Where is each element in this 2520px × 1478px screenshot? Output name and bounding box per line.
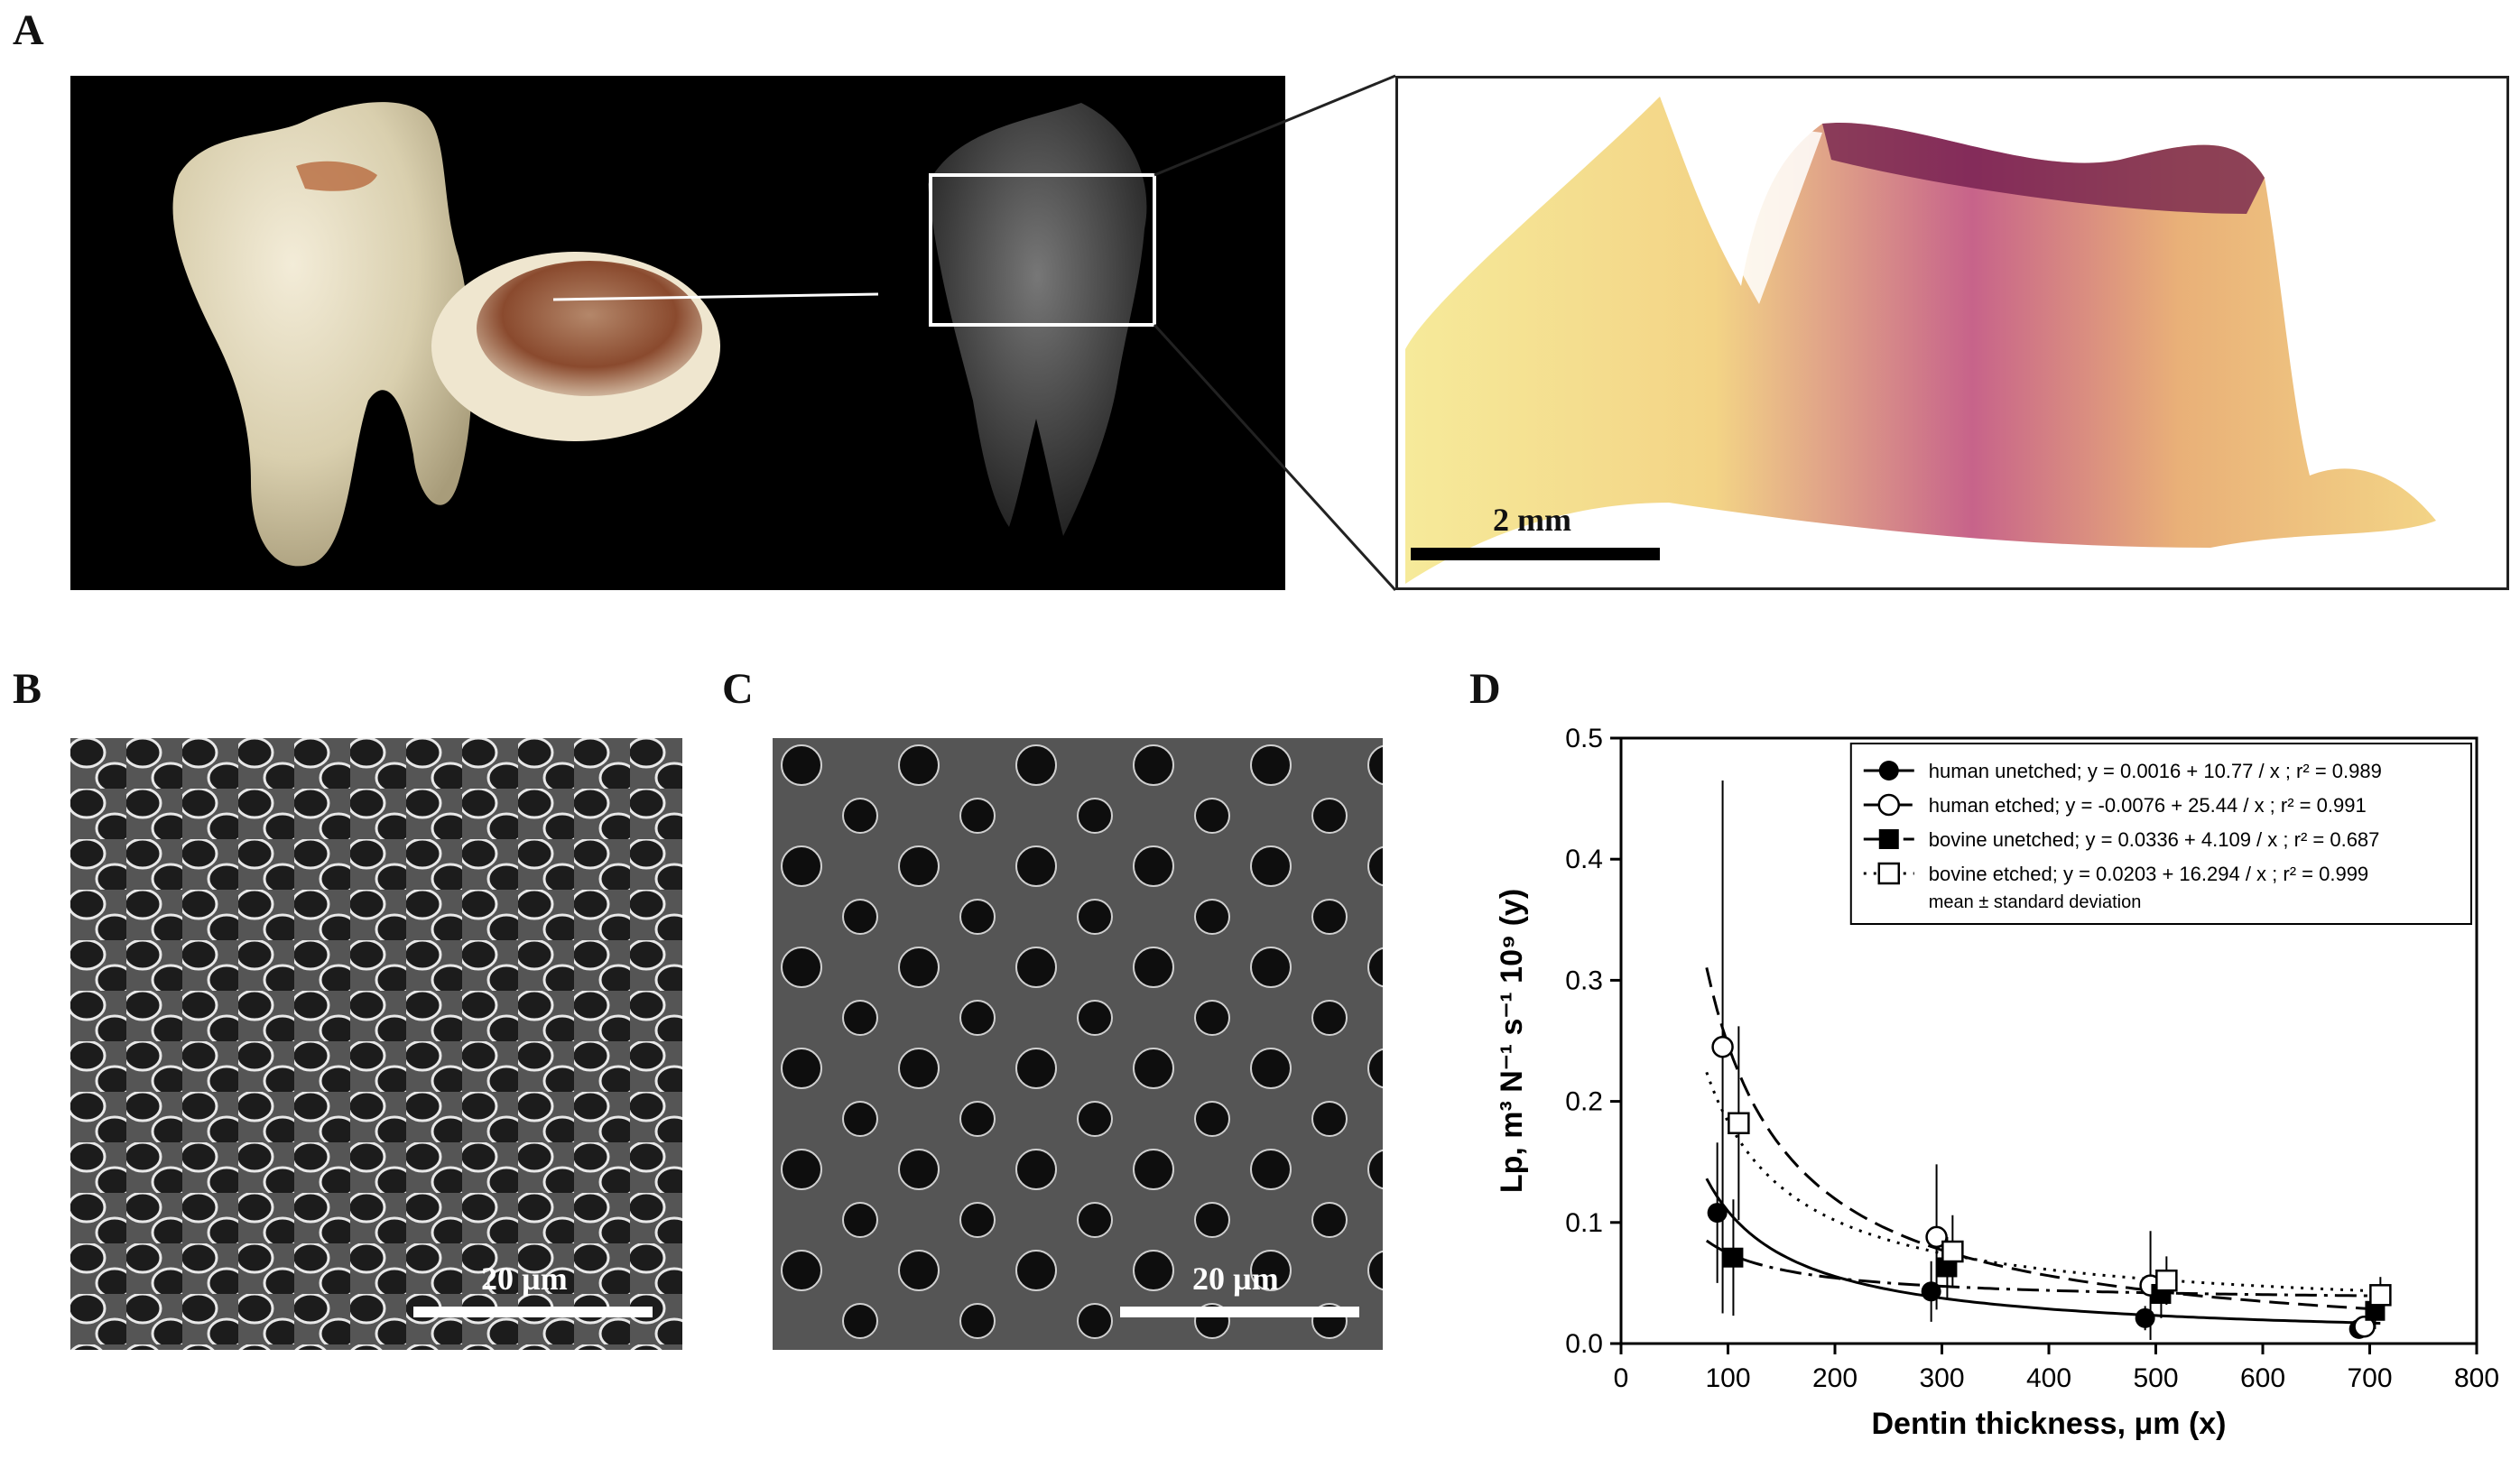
legend-note: mean ± standard deviation xyxy=(1929,892,2142,912)
y-tick-label: 0.1 xyxy=(1565,1208,1603,1238)
data-point xyxy=(1723,1247,1744,1268)
sem-panel-b: 20 µm xyxy=(70,738,682,1350)
stained-section-panel: 2 mm xyxy=(1395,76,2509,590)
fit-curve xyxy=(1705,1071,2381,1293)
tooth-xray xyxy=(928,103,1147,536)
scale-bar-a xyxy=(1411,548,1660,560)
data-point xyxy=(1711,1035,1734,1058)
stained-section-illustration xyxy=(1405,97,2436,584)
y-tick-label: 0.3 xyxy=(1565,965,1603,995)
fit-curve xyxy=(1705,1178,2381,1325)
legend-label: human etched; y = -0.0076 + 25.44 / x ; … xyxy=(1929,794,2367,817)
sem-tubules-c xyxy=(773,738,1383,1350)
data-point xyxy=(1728,1112,1750,1135)
x-tick-label: 400 xyxy=(2026,1363,2071,1393)
panel-letter-a: A xyxy=(13,6,44,54)
x-tick-label: 700 xyxy=(2347,1363,2392,1393)
legend-label: bovine etched; y = 0.0203 + 16.294 / x ;… xyxy=(1929,863,2368,885)
legend-marker xyxy=(1877,862,1901,885)
data-point xyxy=(1921,1281,1941,1302)
y-tick-label: 0.5 xyxy=(1565,724,1603,753)
x-axis-label: Dentin thickness, μm (x) xyxy=(1872,1407,2227,1441)
legend-label: human unetched; y = 0.0016 + 10.77 / x ;… xyxy=(1929,760,2382,782)
x-tick-label: 500 xyxy=(2133,1363,2178,1393)
y-tick-label: 0.0 xyxy=(1565,1329,1603,1359)
scale-bar-b xyxy=(413,1307,653,1317)
sem-panel-c: 20 µm xyxy=(773,738,1383,1350)
legend-marker xyxy=(1877,793,1901,817)
tooth-photo-panel xyxy=(70,76,1285,590)
scale-bar-c xyxy=(1120,1307,1359,1317)
scale-label-b: 20 µm xyxy=(481,1261,568,1297)
scale-label-c: 20 µm xyxy=(1192,1261,1279,1297)
x-tick-label: 600 xyxy=(2240,1363,2285,1393)
data-point xyxy=(1941,1240,1964,1263)
x-tick-label: 300 xyxy=(1919,1363,1964,1393)
x-tick-label: 0 xyxy=(1614,1363,1629,1393)
whole-tooth xyxy=(172,102,472,567)
legend-box xyxy=(1849,743,2472,925)
panel-letter-b: B xyxy=(13,665,42,713)
panel-letter-c: C xyxy=(722,665,754,713)
legend-label: bovine unetched; y = 0.0336 + 4.109 / x … xyxy=(1929,828,2380,851)
x-tick-label: 200 xyxy=(1812,1363,1858,1393)
y-tick-label: 0.4 xyxy=(1565,845,1603,874)
data-point xyxy=(1707,1203,1728,1224)
x-tick-label: 800 xyxy=(2454,1363,2499,1393)
data-point xyxy=(2135,1307,2155,1328)
zoom-connector-lines xyxy=(1153,74,1397,592)
fit-curve xyxy=(1705,967,2381,1311)
tooth-photos-illustration xyxy=(172,102,1156,567)
data-point xyxy=(2369,1284,2392,1307)
legend-marker xyxy=(1878,829,1899,849)
sem-tubules-b xyxy=(70,738,682,1350)
data-point xyxy=(2155,1269,2178,1292)
panel-letter-d: D xyxy=(1469,665,1501,713)
y-tick-label: 0.2 xyxy=(1565,1087,1603,1117)
fit-curve xyxy=(1705,1239,2381,1298)
x-tick-label: 100 xyxy=(1705,1363,1750,1393)
scale-label-a: 2 mm xyxy=(1493,502,1571,538)
y-axis-label: Lp, m³ N⁻¹ s⁻¹ 10⁹ (y) xyxy=(1495,889,1529,1193)
lp-vs-thickness-chart: 0 100 200 300 400 500 600 700 800 0.0 0.1 0.2 0.3 0.4… xyxy=(1495,724,2499,1441)
dentin-section xyxy=(1405,97,2436,584)
legend-marker xyxy=(1878,761,1899,781)
